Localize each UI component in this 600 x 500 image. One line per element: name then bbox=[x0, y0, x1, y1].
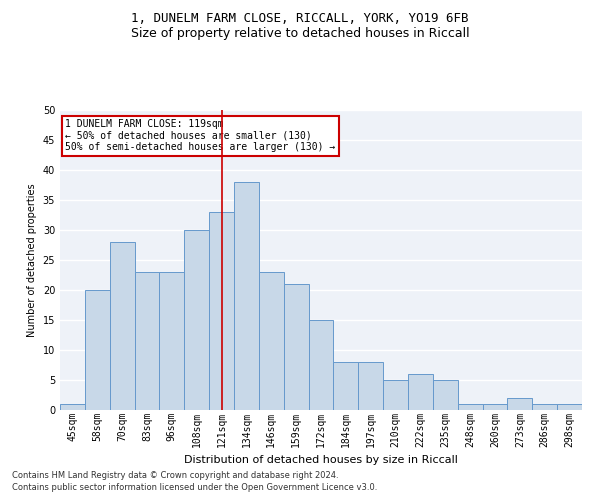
Text: 1 DUNELM FARM CLOSE: 119sqm
← 50% of detached houses are smaller (130)
50% of se: 1 DUNELM FARM CLOSE: 119sqm ← 50% of det… bbox=[65, 119, 335, 152]
Bar bbox=[209, 212, 234, 410]
Bar bbox=[482, 404, 508, 410]
Bar bbox=[85, 290, 110, 410]
Bar bbox=[134, 272, 160, 410]
Bar bbox=[334, 362, 358, 410]
Bar bbox=[358, 362, 383, 410]
Text: Contains public sector information licensed under the Open Government Licence v3: Contains public sector information licen… bbox=[12, 483, 377, 492]
Y-axis label: Number of detached properties: Number of detached properties bbox=[27, 183, 37, 337]
Bar bbox=[184, 230, 209, 410]
Bar bbox=[508, 398, 532, 410]
Bar bbox=[160, 272, 184, 410]
Bar bbox=[458, 404, 482, 410]
X-axis label: Distribution of detached houses by size in Riccall: Distribution of detached houses by size … bbox=[184, 455, 458, 465]
Text: 1, DUNELM FARM CLOSE, RICCALL, YORK, YO19 6FB: 1, DUNELM FARM CLOSE, RICCALL, YORK, YO1… bbox=[131, 12, 469, 26]
Bar bbox=[408, 374, 433, 410]
Bar bbox=[433, 380, 458, 410]
Bar bbox=[259, 272, 284, 410]
Bar bbox=[110, 242, 134, 410]
Bar bbox=[557, 404, 582, 410]
Bar bbox=[234, 182, 259, 410]
Text: Size of property relative to detached houses in Riccall: Size of property relative to detached ho… bbox=[131, 28, 469, 40]
Bar bbox=[308, 320, 334, 410]
Bar bbox=[284, 284, 308, 410]
Bar bbox=[383, 380, 408, 410]
Bar bbox=[532, 404, 557, 410]
Bar bbox=[60, 404, 85, 410]
Text: Contains HM Land Registry data © Crown copyright and database right 2024.: Contains HM Land Registry data © Crown c… bbox=[12, 470, 338, 480]
